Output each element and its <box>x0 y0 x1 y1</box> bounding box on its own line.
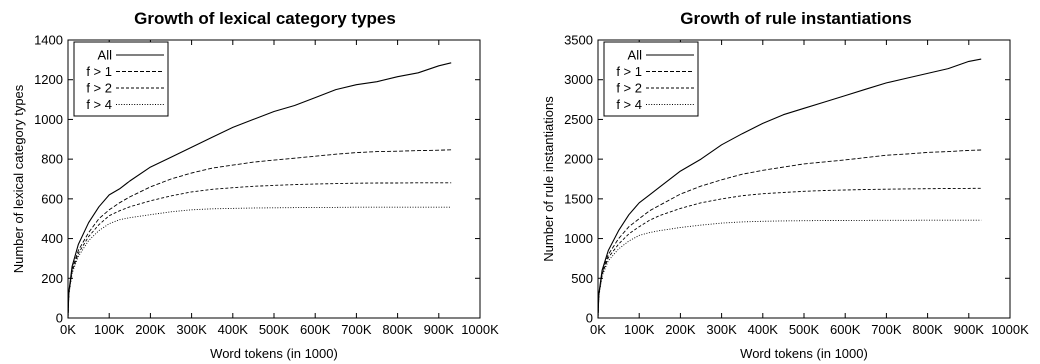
x-tick-label: 400K <box>748 322 779 337</box>
chart-rule-instantiations: Growth of rule instantiations 0 500 1000 150… <box>541 9 1029 361</box>
x-tick-label: 100K <box>624 322 655 337</box>
x-tick-label: 900K <box>424 322 455 337</box>
x-tick-label: 800K <box>382 322 413 337</box>
x-tick-label: 700K <box>341 322 372 337</box>
y-tick-label: 1000 <box>564 231 593 246</box>
chart-title: Growth of rule instantiations <box>680 9 911 28</box>
x-tick-label: 900K <box>954 322 985 337</box>
y-tick-label: 3500 <box>564 33 593 48</box>
x-tick-label: 500K <box>259 322 290 337</box>
series-line-3 <box>67 206 452 319</box>
x-tick-label: 700K <box>871 322 902 337</box>
x-tick-label: 0K <box>590 322 606 337</box>
legend-box <box>603 41 699 117</box>
y-tick-label: 1000 <box>34 112 63 127</box>
legend-box <box>73 41 169 117</box>
x-tick-label: 0K <box>60 322 76 337</box>
series-line-3 <box>597 219 982 319</box>
y-tick-label: 800 <box>41 152 63 167</box>
x-axis-label: Word tokens (in 1000) <box>740 346 868 361</box>
y-tick-label: 2000 <box>564 152 593 167</box>
y-tick-label: 0 <box>56 311 63 326</box>
x-tick-label: 300K <box>176 322 207 337</box>
y-tick-label: 2500 <box>564 112 593 127</box>
series-line-1 <box>597 149 982 319</box>
x-tick-label: 1000K <box>991 322 1029 337</box>
y-tick-label: 3000 <box>564 72 593 87</box>
y-tick-label: 200 <box>41 271 63 286</box>
legend-entry-label: f > 2 <box>616 81 642 96</box>
y-tick-label: 1500 <box>564 191 593 206</box>
legend-entry-label: f > 1 <box>616 64 642 79</box>
x-tick-label: 200K <box>665 322 696 337</box>
x-tick-label: 600K <box>830 322 861 337</box>
legend-entry-label: All <box>98 48 113 63</box>
series-line-0 <box>67 62 452 319</box>
y-tick-label: 1200 <box>34 72 63 87</box>
chart-title: Growth of lexical category types <box>134 9 396 28</box>
x-tick-label: 100K <box>94 322 125 337</box>
y-axis-label: Number of rule instantiations <box>541 96 556 262</box>
x-tick-label: 1000K <box>461 322 499 337</box>
x-tick-label: 300K <box>706 322 737 337</box>
x-tick-label: 800K <box>912 322 943 337</box>
x-axis-label: Word tokens (in 1000) <box>210 346 338 361</box>
legend-entry-label: All <box>628 48 643 63</box>
legend-entry-label: f > 4 <box>616 97 642 112</box>
chart-lexical-category-types: Growth of lexical category types 0 200 400 6… <box>11 9 499 361</box>
y-tick-label: 600 <box>41 191 63 206</box>
y-tick-label: 400 <box>41 231 63 246</box>
x-tick-label: 600K <box>300 322 331 337</box>
x-tick-label: 500K <box>789 322 820 337</box>
y-tick-label: 500 <box>571 271 593 286</box>
legend-entry-label: f > 1 <box>86 64 112 79</box>
x-tick-label: 200K <box>135 322 166 337</box>
y-tick-label: 0 <box>586 311 593 326</box>
legend-entry-label: f > 2 <box>86 81 112 96</box>
legend-entry-label: f > 4 <box>86 97 112 112</box>
x-tick-label: 400K <box>218 322 249 337</box>
y-tick-label: 1400 <box>34 33 63 48</box>
series-line-2 <box>67 182 452 319</box>
series-line-1 <box>67 149 452 319</box>
series-line-0 <box>597 58 982 319</box>
y-axis-label: Number of lexical category types <box>11 84 26 273</box>
